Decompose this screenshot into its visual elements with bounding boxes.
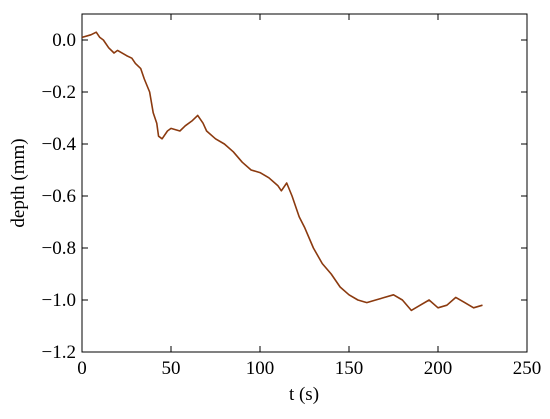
x-axis-label: t (s) [289,384,319,405]
y-tick-label: −0.2 [42,82,76,103]
data-line [81,31,483,312]
y-axis-label: depth (mm) [8,138,29,227]
x-tick-label: 100 [246,358,275,379]
x-tick-label: 50 [162,358,181,379]
x-tick-label: 150 [335,358,364,379]
x-tick-label: 0 [77,358,87,379]
y-tick-label: −1.0 [42,290,76,311]
x-tick-label: 200 [424,358,453,379]
y-tick-label: 0.0 [52,30,76,51]
plot-frame [81,13,528,353]
y-tick-label: −1.2 [42,342,76,363]
y-tick-label: −0.6 [42,186,76,207]
y-tick-label: −0.8 [42,238,76,259]
x-tick-label: 250 [513,358,542,379]
y-tick-label: −0.4 [42,134,77,155]
